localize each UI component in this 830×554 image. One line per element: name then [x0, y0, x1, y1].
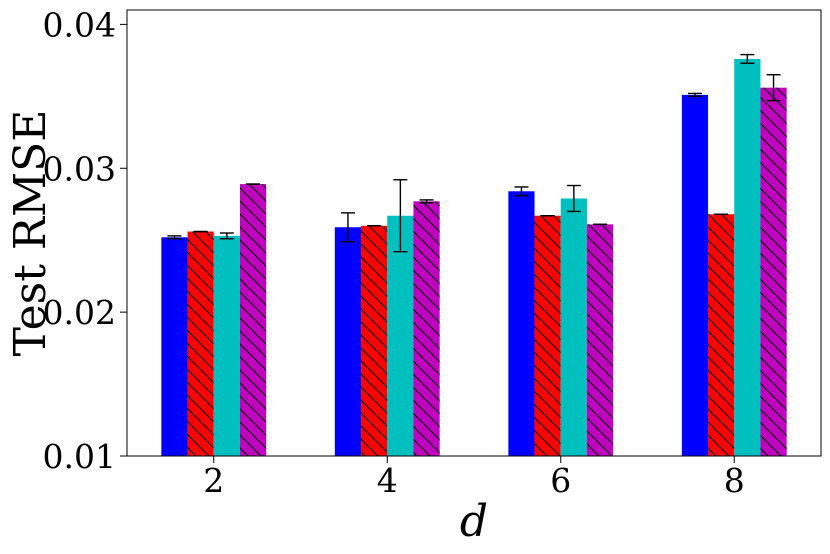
bar [734, 58, 761, 456]
bars-layer [161, 58, 787, 457]
bar-hatch [413, 201, 440, 456]
y-tick-label: 0.02 [43, 293, 116, 332]
bar-hatch [708, 214, 735, 456]
error-bar [740, 53, 755, 64]
error-bar [340, 212, 355, 243]
x-tick-label: 2 [203, 461, 224, 500]
bar [508, 191, 535, 457]
x-tick-label: 8 [724, 461, 745, 500]
bar-hatch [239, 184, 267, 457]
y-axis-label: Test RMSE [5, 110, 56, 357]
error-bar [393, 179, 408, 253]
error-bar [766, 74, 781, 102]
bar-hatch [760, 87, 787, 457]
x-tick-label: 4 [377, 461, 398, 500]
bar [161, 237, 188, 456]
bar-hatch [586, 224, 614, 456]
error-bar [219, 232, 234, 240]
error-bar [566, 184, 581, 213]
error-bars-layer [167, 53, 781, 253]
y-tick-label: 0.03 [43, 149, 116, 188]
bar [560, 198, 587, 457]
x-tick-label: 6 [550, 461, 571, 500]
plot-frame [126, 9, 822, 457]
x-axis-label: d [460, 496, 488, 547]
bar [681, 94, 709, 456]
error-bar [419, 199, 434, 204]
bar-hatch [187, 231, 214, 456]
bar [213, 235, 240, 456]
bar-hatch [361, 225, 388, 456]
x-axis-ticks: 2 4 6 8 [203, 456, 745, 500]
y-axis-ticks: 0.01 0.02 0.03 0.04 [43, 5, 127, 476]
error-bar [687, 92, 702, 98]
y-tick-label: 0.01 [43, 437, 116, 476]
bar [387, 215, 414, 456]
y-tick-label: 0.04 [43, 5, 116, 44]
error-bar [167, 235, 182, 240]
error-bar [514, 186, 529, 197]
bar-hatch [534, 215, 561, 456]
bar [334, 227, 362, 456]
